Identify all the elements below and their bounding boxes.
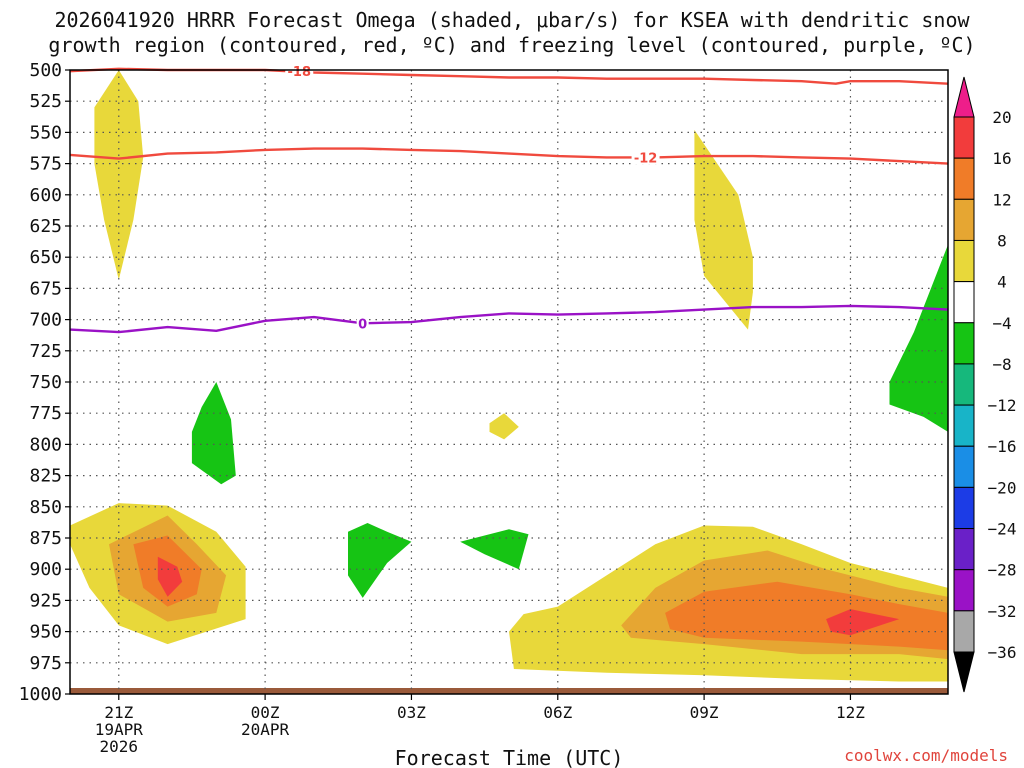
temperature-contours: -18 -12 0 bbox=[69, 64, 949, 334]
contour-label-bg bbox=[631, 150, 660, 165]
y-tick-label: 525 bbox=[29, 91, 62, 112]
y-tick-label: 725 bbox=[29, 341, 62, 362]
colorbar-top-arrow bbox=[953, 76, 975, 118]
y-tick-label: 500 bbox=[29, 60, 62, 81]
ground-surface-strip bbox=[70, 688, 948, 694]
y-tick-label: 750 bbox=[29, 372, 62, 393]
colorbar-label: −36 bbox=[988, 643, 1017, 662]
colorbar-label: −12 bbox=[988, 396, 1017, 415]
y-tick-label: 975 bbox=[29, 653, 62, 674]
gridlines bbox=[70, 70, 948, 694]
omega-region-6 bbox=[157, 556, 183, 597]
colorbar-label: −28 bbox=[988, 561, 1017, 580]
y-tick-label: 775 bbox=[29, 403, 62, 424]
colorbar-bin bbox=[953, 198, 975, 241]
omega-region-13 bbox=[348, 523, 412, 598]
omega-region-10 bbox=[826, 609, 900, 636]
colorbar-bin bbox=[953, 239, 975, 283]
contour-label-bg bbox=[285, 64, 314, 79]
y-tick-label: 800 bbox=[29, 434, 62, 455]
contour-label-1: -18 bbox=[288, 65, 312, 80]
colorbar-bin bbox=[953, 322, 975, 365]
colorbar-label: 4 bbox=[997, 273, 1007, 292]
colorbar-bottom-arrow bbox=[953, 651, 975, 693]
colorbar-bin bbox=[953, 569, 975, 612]
x-tick-label: 06Z bbox=[543, 703, 572, 722]
source-credit: coolwx.com/models bbox=[844, 746, 1008, 765]
colorbar-bin bbox=[953, 528, 975, 571]
y-axis: 500 525 550 575 600 625 650 675 700 725 750 775 800 8… bbox=[19, 60, 70, 705]
contour-label-2: -12 bbox=[634, 151, 658, 166]
y-tick-label: 1000 bbox=[19, 684, 62, 705]
y-tick-label: 550 bbox=[29, 122, 62, 143]
colorbar-label: 12 bbox=[992, 190, 1011, 209]
x-axis-label: Forecast Time (UTC) bbox=[395, 746, 624, 768]
y-tick-label: 650 bbox=[29, 247, 62, 268]
colorbar-bin bbox=[953, 404, 975, 447]
x-tick-label: 00Z bbox=[251, 703, 280, 722]
colorbar-bin bbox=[953, 610, 975, 653]
y-tick-label: 575 bbox=[29, 154, 62, 175]
contour-label-3: 0 bbox=[358, 317, 367, 332]
contour-label-bg bbox=[356, 316, 369, 331]
colorbar-bin bbox=[953, 157, 975, 200]
chart-title-line-1: 2026041920 HRRR Forecast Omega (shaded, … bbox=[54, 8, 970, 32]
colorbar-label: −8 bbox=[992, 355, 1011, 374]
colorbar-bin bbox=[953, 363, 975, 406]
omega-region-15 bbox=[889, 244, 948, 432]
colorbar-label: 16 bbox=[992, 149, 1011, 168]
y-tick-label: 825 bbox=[29, 466, 62, 487]
colorbar-bin bbox=[953, 281, 975, 324]
omega-region-11 bbox=[489, 413, 519, 440]
colorbar-bin bbox=[953, 445, 975, 488]
y-tick-label: 675 bbox=[29, 278, 62, 299]
omega-region-14 bbox=[460, 529, 529, 570]
x-tick-label: 21Z bbox=[104, 703, 133, 722]
y-tick-label: 925 bbox=[29, 590, 62, 611]
contour-line-2 bbox=[69, 147, 949, 165]
y-tick-label: 875 bbox=[29, 528, 62, 549]
colorbar-label: −32 bbox=[988, 602, 1017, 621]
omega-shading-layer bbox=[70, 70, 948, 682]
x-tick-label: 2026 bbox=[100, 737, 139, 756]
x-tick-label: 19APR bbox=[95, 720, 144, 739]
y-tick-label: 600 bbox=[29, 185, 62, 206]
contour-line-3 bbox=[69, 304, 949, 334]
x-tick-label: 03Z bbox=[397, 703, 426, 722]
x-tick-label: 12Z bbox=[836, 703, 865, 722]
omega-region-2 bbox=[694, 129, 753, 330]
y-tick-label: 625 bbox=[29, 216, 62, 237]
colorbar-label: −20 bbox=[988, 478, 1017, 497]
chart-title-line-2: growth region (contoured, red, ºC) and f… bbox=[48, 33, 976, 57]
contour-line-1 bbox=[69, 67, 949, 85]
colorbar-label: 8 bbox=[997, 231, 1007, 250]
colorbar-bin bbox=[953, 486, 975, 530]
x-tick-label: 09Z bbox=[690, 703, 719, 722]
colorbar-label: 20 bbox=[992, 108, 1011, 127]
colorbar-label: −16 bbox=[988, 437, 1017, 456]
colorbar-label: −24 bbox=[988, 520, 1017, 539]
omega-region-12 bbox=[191, 382, 236, 485]
colorbar-bin bbox=[953, 116, 975, 159]
x-tick-label: 20APR bbox=[241, 720, 290, 739]
colorbar-label: −4 bbox=[992, 314, 1011, 333]
omega-region-9 bbox=[665, 581, 948, 651]
y-tick-label: 900 bbox=[29, 559, 62, 580]
colorbar-legend: 20 16 12 8 4 −4 −8 −12 −16 −20 −24 −28 −32 −36 bbox=[953, 76, 1017, 693]
y-tick-label: 950 bbox=[29, 622, 62, 643]
y-tick-label: 850 bbox=[29, 497, 62, 518]
y-tick-label: 700 bbox=[29, 310, 62, 331]
